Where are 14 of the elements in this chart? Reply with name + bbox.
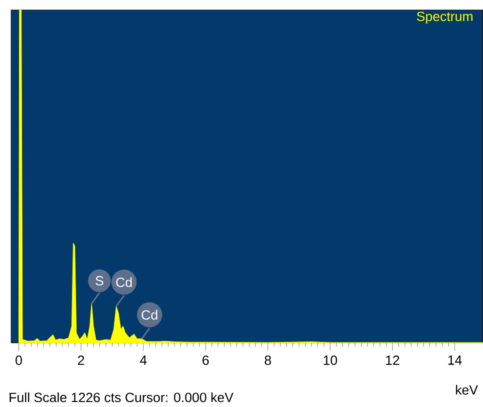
x-tick-label: 4 xyxy=(140,356,147,365)
x-tick-label: 8 xyxy=(264,356,272,366)
x-tick-label: 0 xyxy=(16,356,22,366)
x-tick-label: 6 xyxy=(202,356,209,366)
x-tick-label: 14 xyxy=(448,356,462,365)
x-tick-label: 10 xyxy=(324,356,338,366)
x-tick-label: 2 xyxy=(78,356,84,365)
annotation: S xyxy=(96,276,104,286)
x-axis-title: keV xyxy=(456,384,478,395)
annotation: Cd xyxy=(116,277,132,288)
chart-title: Spectrum xyxy=(416,12,472,24)
x-tick-label: 12 xyxy=(386,356,400,365)
text: Full Scale 1226 cts Cursor: 0.000 keV xyxy=(10,392,234,402)
annotation: Cd xyxy=(142,310,158,320)
